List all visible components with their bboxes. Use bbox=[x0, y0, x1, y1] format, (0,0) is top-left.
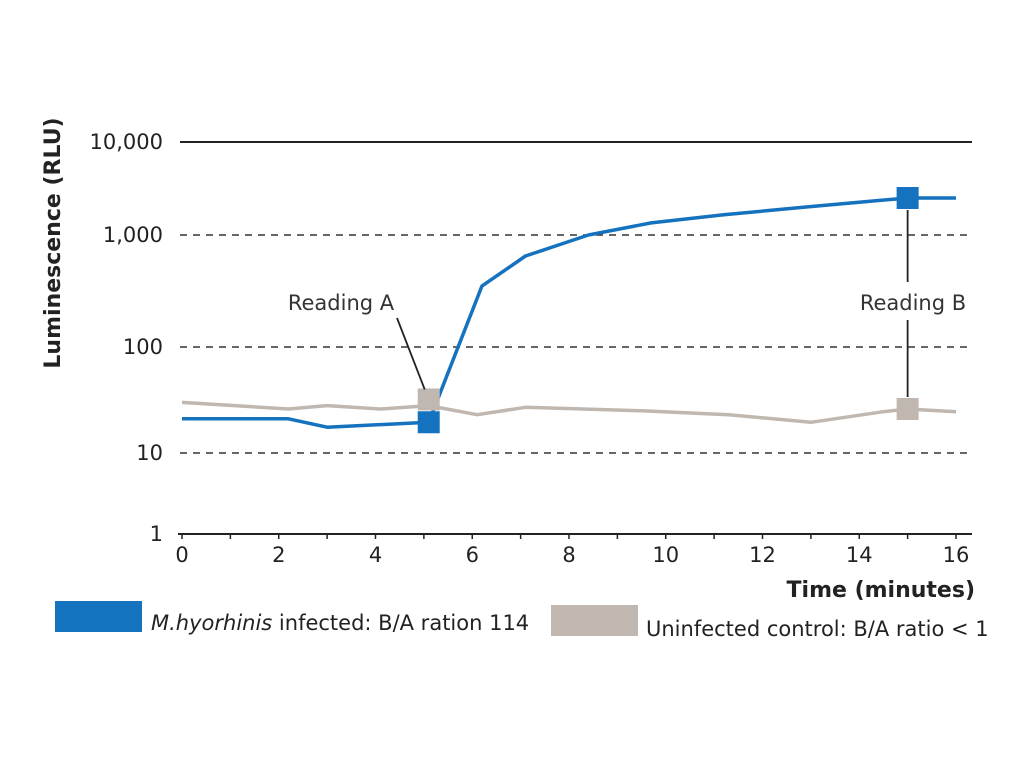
data-series bbox=[181, 186, 957, 434]
x-tick-label: 10 bbox=[652, 543, 679, 567]
reading-a-leader bbox=[396, 317, 426, 390]
marker-control-0 bbox=[417, 388, 440, 411]
x-tick-label: 2 bbox=[272, 543, 285, 567]
marker-infected-0 bbox=[417, 411, 440, 434]
x-tick-label: 14 bbox=[846, 543, 873, 567]
marker-control-1 bbox=[896, 398, 919, 421]
reading-a-label: Reading A bbox=[288, 291, 395, 315]
annotations: Reading A Reading B bbox=[288, 209, 966, 398]
legend-label-control: Uninfected control: B/A ratio < 1 bbox=[646, 617, 989, 641]
axes: 0 2 4 6 8 10 12 14 16 1 10 100 1,000 10,000 bbox=[90, 130, 972, 567]
series-line-infected bbox=[182, 196, 956, 429]
x-tick-label: 6 bbox=[466, 543, 479, 567]
legend-swatch-control bbox=[551, 605, 638, 636]
y-tick-label: 1 bbox=[150, 522, 163, 546]
legend-label-infected: M.hyorhinis infected: B/A ration 114 bbox=[151, 611, 529, 635]
x-axis-title: Time (minutes) bbox=[787, 578, 975, 603]
y-axis-title: Luminescence (RLU) bbox=[41, 117, 66, 368]
legend-swatch-infected bbox=[55, 601, 142, 632]
legend-label-infected-species: M.hyorhinis bbox=[151, 611, 272, 635]
legend-label-infected-rest: infected: B/A ration 114 bbox=[272, 611, 529, 635]
x-tick-label: 4 bbox=[369, 543, 382, 567]
x-tick-label: 12 bbox=[749, 543, 776, 567]
reading-b-label: Reading B bbox=[860, 291, 966, 315]
x-tick-label: 16 bbox=[943, 543, 970, 567]
y-tick-label: 10 bbox=[136, 441, 163, 465]
y-tick-label: 100 bbox=[123, 335, 163, 359]
grid-lines bbox=[180, 141, 972, 454]
series-line-control bbox=[181, 400, 957, 425]
y-tick-label: 10,000 bbox=[90, 130, 163, 154]
x-tick-label: 0 bbox=[175, 543, 188, 567]
marker-infected-1 bbox=[896, 186, 919, 209]
y-tick-label: 1,000 bbox=[103, 223, 163, 247]
x-tick-label: 8 bbox=[562, 543, 575, 567]
legend: M.hyorhinis infected: B/A ration 114 Uni… bbox=[55, 601, 989, 641]
